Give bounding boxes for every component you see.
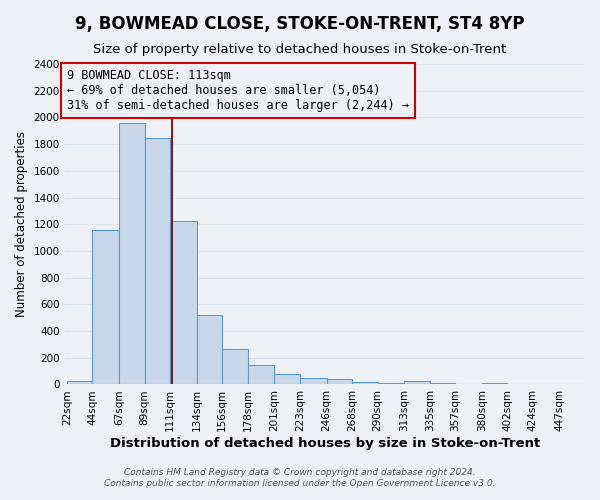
Bar <box>352 382 377 384</box>
Bar <box>274 374 300 384</box>
Bar <box>197 315 222 384</box>
Text: 9 BOWMEAD CLOSE: 113sqm
← 69% of detached houses are smaller (5,054)
31% of semi: 9 BOWMEAD CLOSE: 113sqm ← 69% of detache… <box>67 70 409 112</box>
Bar <box>222 349 248 384</box>
Bar <box>67 381 92 384</box>
Bar <box>92 230 119 384</box>
X-axis label: Distribution of detached houses by size in Stoke-on-Trent: Distribution of detached houses by size … <box>110 437 540 450</box>
Bar <box>248 364 274 384</box>
Bar <box>326 380 352 384</box>
Bar <box>119 123 145 384</box>
Text: 9, BOWMEAD CLOSE, STOKE-ON-TRENT, ST4 8YP: 9, BOWMEAD CLOSE, STOKE-ON-TRENT, ST4 8Y… <box>75 15 525 33</box>
Bar <box>300 378 326 384</box>
Text: Size of property relative to detached houses in Stoke-on-Trent: Size of property relative to detached ho… <box>94 42 506 56</box>
Y-axis label: Number of detached properties: Number of detached properties <box>15 131 28 317</box>
Text: Contains HM Land Registry data © Crown copyright and database right 2024.
Contai: Contains HM Land Registry data © Crown c… <box>104 468 496 487</box>
Bar <box>170 221 197 384</box>
Bar <box>430 383 455 384</box>
Bar <box>145 138 170 384</box>
Bar <box>404 380 430 384</box>
